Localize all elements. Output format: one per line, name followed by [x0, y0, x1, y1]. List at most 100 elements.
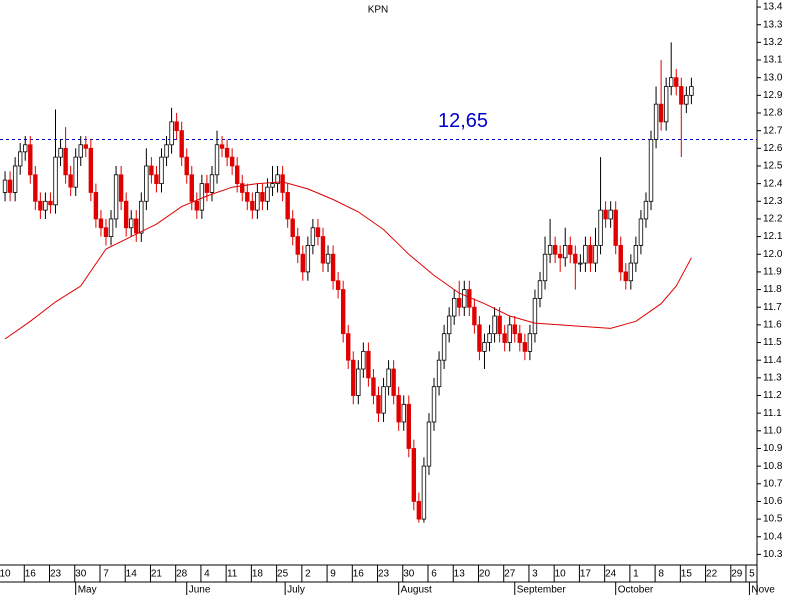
candle-body [618, 245, 623, 273]
candle-body [33, 174, 38, 202]
annotation: 12,65 [438, 110, 488, 132]
candle-body [623, 271, 628, 282]
candle-body [320, 236, 326, 264]
y-tick-label: 13.4 [763, 2, 783, 13]
y-tick-label: 12.4 [763, 178, 783, 189]
x-tick-label: 16 [353, 569, 365, 580]
candle-body [401, 403, 406, 423]
candle-body [371, 377, 376, 396]
y-tick-label: 11.9 [763, 267, 782, 278]
y-tick-label: 12.8 [763, 108, 783, 119]
candle-body [179, 130, 184, 158]
y-tick-label: 12.3 [763, 196, 783, 207]
candle-body [366, 350, 371, 379]
candle-body [260, 192, 265, 202]
candle-body [28, 144, 33, 176]
candle-body [310, 227, 316, 246]
candle-body [643, 200, 649, 220]
candle-body [265, 186, 270, 202]
candle-body [295, 236, 300, 255]
x-tick-label: 22 [706, 569, 718, 580]
month-label: June [189, 585, 211, 595]
y-tick-label: 10.9 [763, 443, 783, 454]
candle-body [189, 174, 194, 202]
candle-body [340, 289, 346, 335]
candle-body [482, 342, 487, 352]
candle-body [679, 86, 684, 105]
candle-body [199, 183, 205, 211]
x-tick-label: 5 [749, 569, 755, 580]
y-tick-label: 12.6 [763, 143, 783, 154]
candle-body [224, 147, 230, 158]
candle-body [502, 333, 507, 343]
candle-body [603, 209, 608, 220]
candle-body [441, 333, 447, 361]
month-label: July [287, 585, 305, 595]
candle-body [457, 297, 462, 308]
month-label: May [78, 585, 97, 595]
candle-body [593, 245, 598, 264]
x-tick-label: 9 [330, 569, 336, 580]
y-tick-label: 10.4 [763, 531, 783, 542]
candle-body [174, 121, 179, 132]
x-tick-label: 4 [204, 569, 210, 580]
candle-body [129, 218, 134, 229]
candle-body [472, 306, 477, 326]
x-tick-label: 13 [454, 569, 466, 580]
candle-body [300, 253, 305, 273]
x-tick-label: 17 [580, 569, 592, 580]
x-tick-label: 1 [633, 569, 639, 580]
candle-body [573, 253, 578, 264]
candle-body [588, 245, 593, 264]
candle-body [184, 156, 189, 176]
x-tick-label: 21 [151, 569, 163, 580]
x-tick-label: 30 [403, 569, 415, 580]
y-tick-label: 12.0 [763, 249, 783, 260]
candle-body [608, 209, 613, 220]
candle-body [229, 156, 235, 167]
candle-body [381, 386, 386, 414]
chart-title: KPN [368, 5, 389, 16]
candle-body [169, 121, 174, 146]
candle-body [451, 297, 457, 317]
candle-body [658, 103, 664, 123]
y-tick-label: 11.5 [763, 337, 782, 348]
candle-body [411, 448, 417, 502]
candle-body [330, 253, 336, 282]
x-tick-label: 8 [658, 569, 664, 580]
candle-body [361, 350, 366, 370]
x-tick-label: 11 [227, 569, 238, 580]
y-tick-label: 10.8 [763, 461, 783, 472]
candle-body [58, 147, 63, 158]
y-tick-label: 13.2 [763, 37, 783, 48]
candle-body [552, 245, 558, 255]
candle-body [315, 227, 321, 237]
month-label: Nove [751, 585, 775, 595]
candle-body [240, 183, 245, 193]
candle-body [426, 421, 432, 467]
y-tick-label: 11.3 [763, 372, 782, 383]
y-tick-label: 11.1 [763, 408, 782, 419]
candle-body [325, 253, 331, 264]
candle-body [613, 209, 618, 246]
x-tick-label: 10 [555, 569, 567, 580]
candle-body [164, 144, 169, 158]
candle-body [83, 144, 88, 149]
month-label: September [517, 585, 567, 595]
y-tick-label: 11.2 [763, 390, 782, 401]
candle-body [638, 218, 644, 246]
y-tick-label: 11.6 [763, 320, 782, 331]
candle-body [113, 174, 119, 220]
candle-body [149, 165, 154, 176]
y-tick-label: 11.8 [763, 284, 782, 295]
candle-body [436, 359, 442, 388]
x-tick-label: 10 [0, 569, 11, 580]
candle-body [38, 200, 43, 211]
x-tick-label: 23 [378, 569, 390, 580]
x-tick-label: 25 [277, 569, 289, 580]
candle-body [88, 147, 94, 193]
candle-body [12, 165, 18, 193]
candle-body [462, 289, 467, 308]
x-tick-label: 2 [305, 569, 311, 580]
